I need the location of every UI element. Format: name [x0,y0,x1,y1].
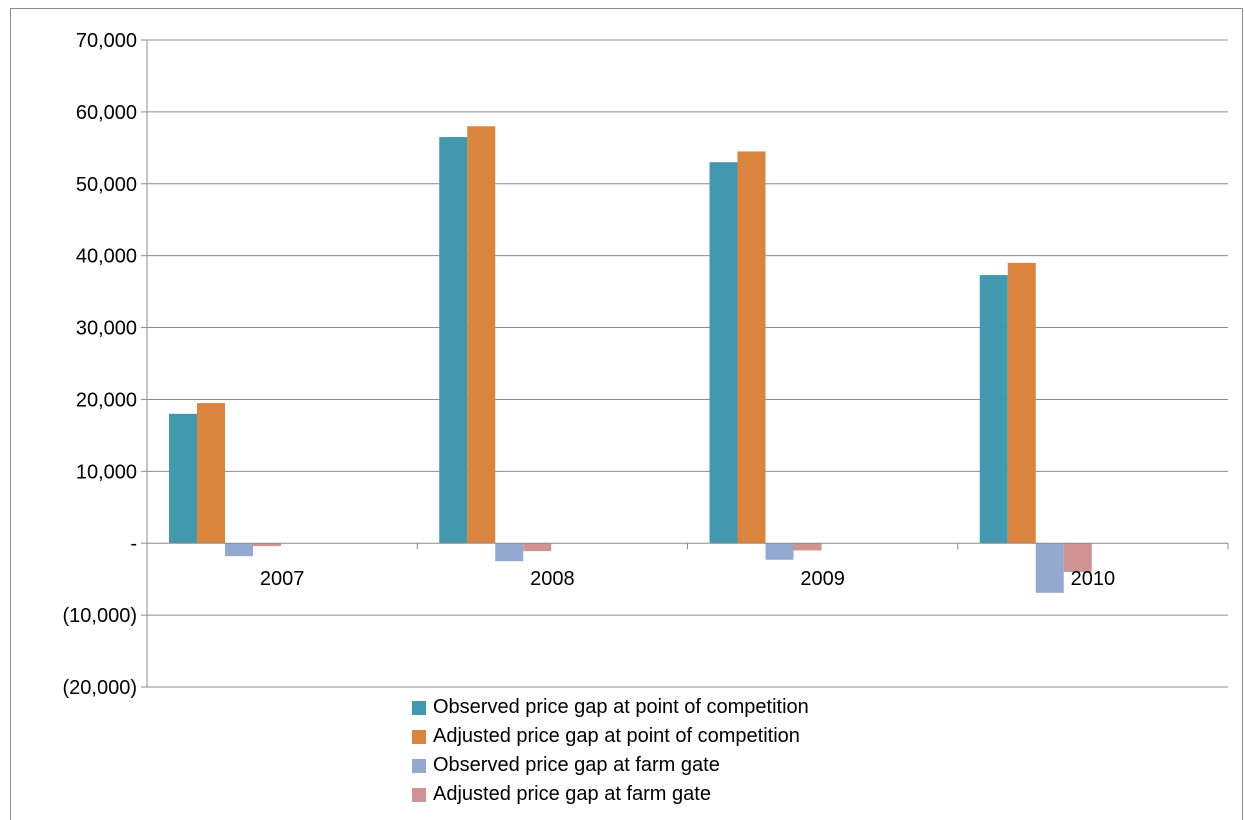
y-tick-label: 50,000 [76,174,137,196]
bar [169,413,197,544]
bar [765,543,794,560]
x-tick-label: 2008 [530,568,575,590]
legend-swatch [412,700,426,715]
y-tick-label: 10,000 [76,461,137,483]
axes [141,39,1229,688]
bar [1035,543,1064,593]
y-tick-label: 70,000 [76,30,137,52]
y-tick-label: 30,000 [76,318,137,340]
legend-swatch [412,729,426,744]
gridlines [147,39,1228,688]
legend-label: Adjusted price gap at farm gate [433,783,711,805]
bar [467,126,496,544]
x-tick-label: 2010 [1071,568,1116,590]
y-tick-label: 60,000 [76,102,137,124]
x-tick-label: 2007 [260,568,305,590]
legend-item: Adjusted price gap at farm gate [412,780,809,809]
bar [439,137,468,544]
y-tick-label: (10,000) [63,605,138,627]
legend: Observed price gap at point of competiti… [412,693,809,809]
legend-label: Adjusted price gap at point of competiti… [433,725,800,747]
bar [225,543,253,557]
legend-swatch [412,758,426,773]
bar [1007,262,1036,544]
legend-item: Adjusted price gap at point of competiti… [412,722,809,751]
bar [793,543,822,551]
legend-label: Observed price gap at farm gate [433,754,720,776]
y-tick-label: 20,000 [76,389,137,411]
bar [709,162,738,544]
legend-label: Observed price gap at point of competiti… [433,696,809,718]
bar [1063,543,1092,572]
bar [495,543,524,562]
bar [979,275,1008,544]
bar [523,543,552,552]
legend-item: Observed price gap at farm gate [412,751,809,780]
y-tick-label: 40,000 [76,246,137,268]
y-tick-labels: 70,000 60,000 50,000 40,000 30,000 20,000 10,0… [63,30,138,699]
legend-swatch [412,787,426,802]
bar [737,151,766,544]
y-tick-label: - [130,533,137,555]
bar [253,543,281,547]
x-tick-labels: 2007 2008 2009 2010 [260,568,1115,590]
legend-item: Observed price gap at point of competiti… [412,693,809,722]
y-tick-label: (20,000) [63,677,138,699]
bars [169,126,1092,593]
bar [197,403,225,544]
chart-frame [10,8,1243,820]
x-tick-label: 2009 [800,568,845,590]
